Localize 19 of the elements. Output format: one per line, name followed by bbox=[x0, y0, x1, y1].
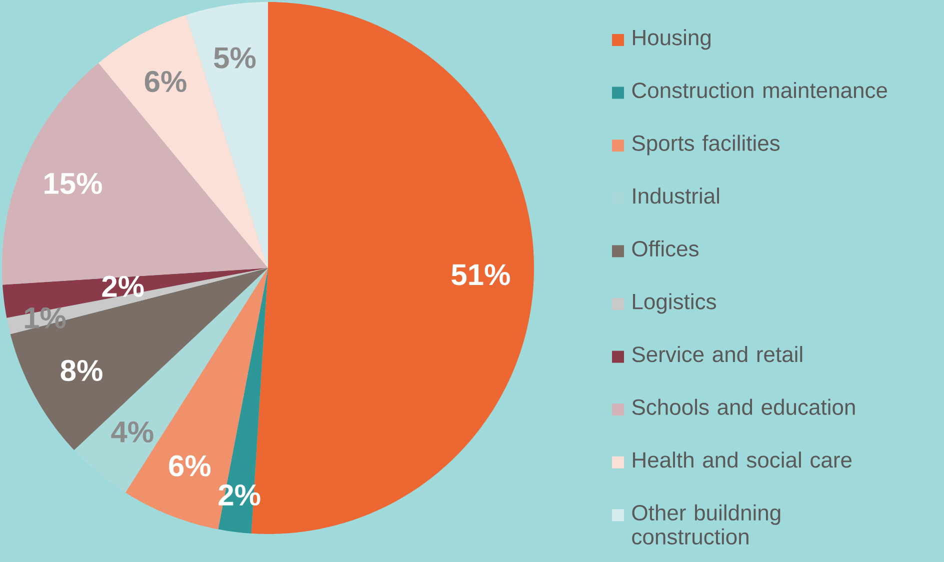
data-label: 1% bbox=[24, 307, 66, 328]
data-label: 15% bbox=[44, 172, 102, 194]
data-label: 5% bbox=[214, 47, 256, 68]
data-label: 6% bbox=[144, 70, 186, 92]
legend-label: Sports facilities bbox=[632, 134, 780, 156]
data-label: 2% bbox=[102, 276, 144, 297]
legend-label: Industrial bbox=[633, 188, 719, 204]
legend-label: Housing bbox=[633, 29, 710, 50]
data-label: 8% bbox=[60, 360, 102, 382]
legend-label: Health and social care bbox=[633, 452, 852, 468]
legend-label: Service and retail bbox=[632, 346, 802, 362]
legend-label: Construction maintenance bbox=[632, 82, 887, 98]
data-label: 4% bbox=[111, 421, 154, 443]
data-label: 6% bbox=[169, 455, 211, 476]
data-label: 51% bbox=[452, 264, 510, 286]
legend-label: Logistics bbox=[633, 293, 716, 314]
legend-label: Offices bbox=[632, 240, 698, 257]
legend-label: Other buildning construction bbox=[632, 504, 780, 545]
legend-label: Schools and education bbox=[632, 398, 855, 415]
